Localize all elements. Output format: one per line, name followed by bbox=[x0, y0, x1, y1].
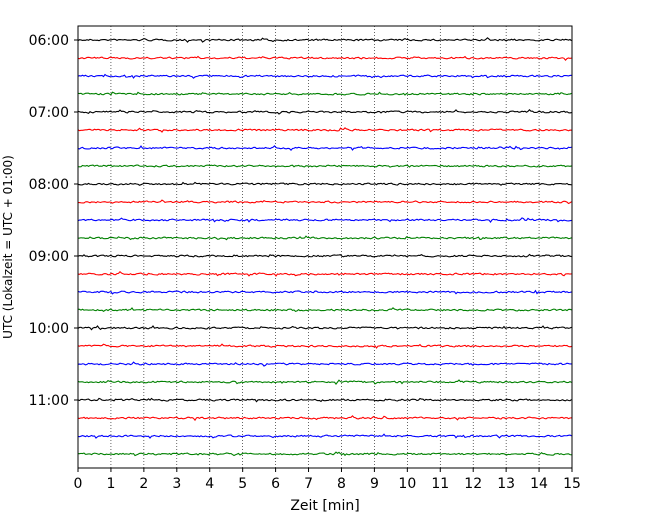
x-tick-label-0: 0 bbox=[74, 476, 83, 492]
x-tick-label-7: 7 bbox=[304, 476, 313, 492]
trace-0800 bbox=[77, 181, 572, 186]
trace-0915 bbox=[77, 271, 572, 277]
y-axis-label: UTC (Lokalzeit = UTC + 01:00) bbox=[1, 155, 15, 339]
x-tick-label-1: 1 bbox=[106, 476, 115, 492]
x-tick-label-9: 9 bbox=[370, 476, 379, 492]
trace-0700 bbox=[77, 109, 572, 115]
trace-0930 bbox=[77, 289, 572, 295]
x-tick-label-12: 12 bbox=[464, 476, 482, 492]
x-tick-label-14: 14 bbox=[530, 476, 548, 492]
y-tick-label-0700: 07:00 bbox=[29, 105, 69, 121]
y-tick-label-0800: 08:00 bbox=[29, 177, 69, 193]
plot-frame bbox=[77, 25, 573, 469]
x-tick-label-5: 5 bbox=[238, 476, 247, 492]
y-axis-ticks: 06:00 07:00 08:00 09:00 10:00 11:00 bbox=[29, 33, 78, 409]
x-axis-label: Zeit [min] bbox=[290, 498, 359, 514]
trace-0945 bbox=[77, 307, 572, 313]
trace-0730 bbox=[77, 145, 572, 151]
trace-0745 bbox=[77, 164, 572, 168]
trace-0900 bbox=[77, 253, 572, 258]
trace-1130 bbox=[77, 433, 572, 439]
trace-1115 bbox=[77, 415, 572, 422]
x-tick-label-10: 10 bbox=[398, 476, 416, 492]
y-tick-label-0900: 09:00 bbox=[29, 249, 69, 265]
x-tick-label-6: 6 bbox=[271, 476, 280, 492]
trace-1000 bbox=[77, 325, 572, 331]
trace-0715 bbox=[77, 127, 572, 133]
x-tick-label-8: 8 bbox=[337, 476, 346, 492]
y-tick-label-1100: 11:00 bbox=[29, 393, 69, 409]
x-tick-label-15: 15 bbox=[563, 476, 581, 492]
trace-1045 bbox=[77, 379, 572, 385]
seismogram-traces bbox=[77, 37, 572, 457]
x-tick-label-13: 13 bbox=[497, 476, 515, 492]
trace-0645 bbox=[77, 91, 572, 96]
grid-lines bbox=[110, 26, 540, 468]
x-tick-label-11: 11 bbox=[431, 476, 449, 492]
trace-1030 bbox=[77, 361, 572, 367]
trace-1145 bbox=[77, 451, 572, 457]
y-tick-label-1000: 10:00 bbox=[29, 321, 69, 337]
trace-1015 bbox=[77, 343, 572, 349]
trace-0845 bbox=[77, 235, 572, 241]
y-tick-label-0600: 06:00 bbox=[29, 33, 69, 49]
x-tick-label-3: 3 bbox=[172, 476, 181, 492]
trace-0615 bbox=[77, 55, 572, 61]
x-tick-label-4: 4 bbox=[205, 476, 214, 492]
trace-0815 bbox=[77, 199, 572, 205]
x-tick-label-2: 2 bbox=[139, 476, 148, 492]
trace-0630 bbox=[77, 73, 572, 79]
trace-0600 bbox=[77, 37, 572, 43]
trace-1100 bbox=[77, 397, 572, 403]
x-axis-ticks: 0 1 2 3 4 5 6 7 8 9 10 11 12 13 14 15 bbox=[74, 468, 581, 492]
trace-0830 bbox=[77, 217, 572, 224]
